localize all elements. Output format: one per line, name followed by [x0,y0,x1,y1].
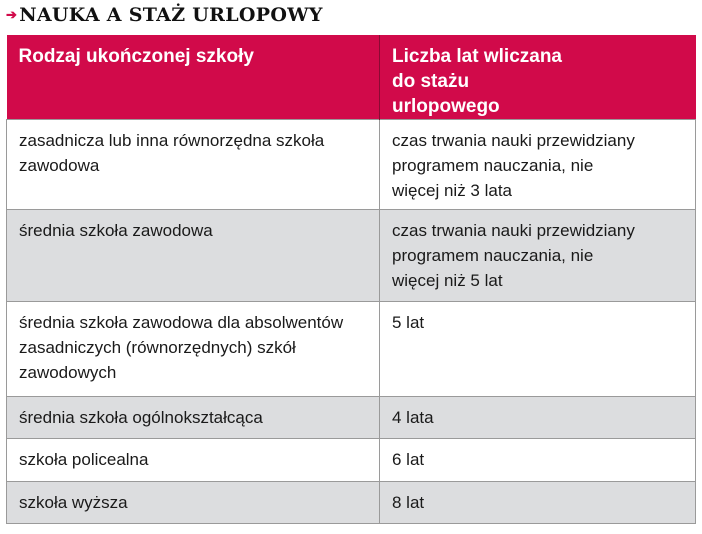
cell-school: szkoła wyższa [6,481,380,524]
title-text: NAUKA A STAŻ URLOPOWY [19,4,323,26]
cell-years: czas trwania nauki przewidziany programe… [379,209,696,302]
table-row: średnia szkoła zawodowa czas trwania nau… [6,209,696,302]
table-row: zasadnicza lub inna równorzędna szkoła z… [6,119,696,210]
cell-school: szkoła policealna [6,438,380,482]
table-row: szkoła wyższa 8 lat [6,481,696,524]
table-row: średnia szkoła ogólnokształcąca 4 lata [6,396,696,439]
cell-school: zasadnicza lub inna równorzędna szkoła z… [6,119,380,210]
cell-years: 4 lata [379,396,696,439]
cell-years: czas trwania nauki przewidziany programe… [379,119,696,210]
cell-years: 8 lat [379,481,696,524]
cell-school: średnia szkoła ogólnokształcąca [6,396,380,439]
school-table: Rodzaj ukończonej szkoły Liczba lat wlic… [6,35,696,524]
table-header: Rodzaj ukończonej szkoły Liczba lat wlic… [6,35,696,120]
cell-school: średnia szkoła zawodowa dla absolwentów … [6,301,380,397]
cell-years: 6 lat [379,438,696,482]
header-school-type: Rodzaj ukończonej szkoły [6,35,380,120]
table-row: szkoła policealna 6 lat [6,438,696,482]
cell-years: 5 lat [379,301,696,397]
cell-school: średnia szkoła zawodowa [6,209,380,302]
header-years: Liczba lat wliczana do stażu urlopowego [379,35,696,120]
table-row: średnia szkoła zawodowa dla absolwentów … [6,301,696,397]
arrow-right-icon: ➔ [6,7,18,23]
page-title: ➔ NAUKA A STAŻ URLOPOWY [6,4,323,26]
